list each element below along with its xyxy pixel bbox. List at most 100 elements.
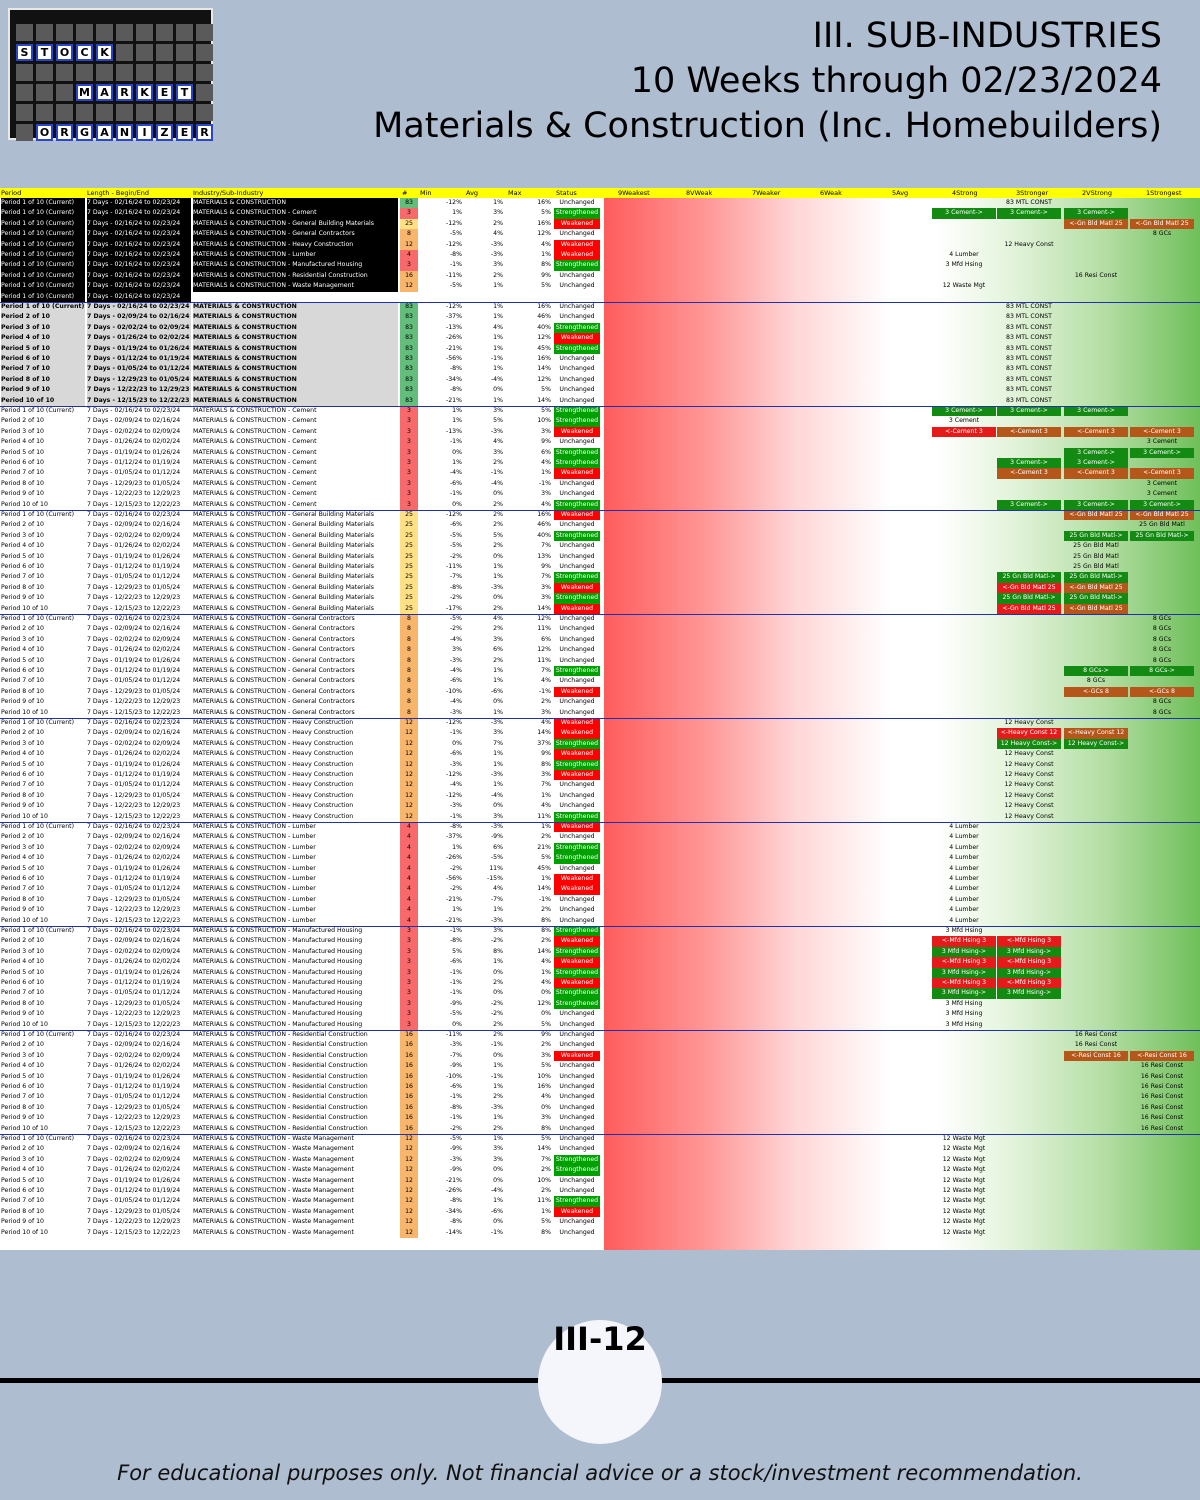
column-header[interactable]: Min: [420, 189, 432, 197]
period-cell: Period 7 of 10: [1, 364, 85, 375]
industry-cell: MATERIALS & CONSTRUCTION - Manufactured …: [193, 927, 363, 934]
status-cell: Unchanged: [559, 1031, 595, 1038]
column-header[interactable]: 6Weak: [820, 189, 842, 197]
logo-tile: [76, 64, 93, 81]
column-header[interactable]: 5Avg: [892, 189, 909, 197]
table-row: Period 8 of 10 7 Days - 12/29/23 to 01/05…: [0, 894, 1200, 906]
column-header[interactable]: 1Strongest: [1146, 189, 1182, 197]
column-header[interactable]: 8VWeak: [686, 189, 713, 197]
strength-tier-tag: 83 MTL CONST: [1006, 344, 1052, 352]
table-row: Period 3 of 10 7 Days - 02/02/24 to 02/09…: [0, 946, 1200, 958]
column-header[interactable]: 4Strong: [952, 189, 978, 197]
industry-cell: MATERIALS & CONSTRUCTION: [193, 343, 398, 354]
status-cell: Unchanged: [559, 791, 595, 799]
length-cell: 7 Days - 02/09/24 to 02/16/24: [87, 1145, 181, 1153]
status-cell: Unchanged: [559, 303, 595, 310]
logo-tile: [56, 104, 73, 121]
column-header[interactable]: Length - Begin/End: [87, 189, 149, 197]
column-header[interactable]: #: [402, 189, 408, 197]
status-cell: Weakened: [554, 603, 600, 614]
period-cell: Period 3 of 10: [1, 322, 85, 334]
length-cell: 7 Days - 01/26/24 to 02/02/24: [87, 646, 181, 654]
industry-cell: MATERIALS & CONSTRUCTION - Residential C…: [193, 1041, 368, 1049]
max-cell: 9%: [541, 1031, 551, 1038]
avg-cell: 3%: [493, 261, 503, 269]
column-header[interactable]: Industry/Sub-Industry: [193, 189, 264, 197]
avg-cell: -3%: [490, 583, 503, 591]
max-cell: 5%: [541, 1135, 551, 1142]
max-cell: 16%: [537, 219, 551, 227]
industry-cell: MATERIALS & CONSTRUCTION - Cement: [193, 407, 317, 414]
column-header[interactable]: 3Stronger: [1016, 189, 1049, 197]
period-cell: Period 2 of 10: [1, 625, 44, 633]
max-cell: 4%: [541, 719, 551, 726]
min-cell: -8%: [449, 823, 462, 830]
max-cell: 13%: [537, 552, 551, 560]
column-header[interactable]: Max: [508, 189, 522, 197]
count-cell: 12: [400, 718, 418, 729]
strength-tier-tag: 8 GCs: [1152, 625, 1172, 633]
period-cell: Period 5 of 10: [1, 656, 44, 664]
strength-tier-tag: 12 Waste Mgt: [942, 1176, 986, 1184]
avg-cell: 3%: [493, 812, 503, 820]
column-header[interactable]: Period: [1, 189, 22, 197]
table-row: Period 1 of 10 (Current) 7 Days - 02/16/2…: [0, 822, 1200, 833]
min-cell: 1%: [452, 459, 462, 466]
column-header[interactable]: 7Weaker: [752, 189, 781, 197]
table-row: Period 4 of 10 7 Days - 01/26/24 to 02/02…: [0, 749, 1200, 760]
length-cell: 7 Days - 01/19/24 to 01/26/24: [87, 760, 181, 768]
min-cell: -21%: [446, 344, 462, 352]
period-cell: Period 10 of 10: [1, 812, 48, 820]
min-cell: 5%: [452, 947, 462, 955]
avg-cell: -4%: [490, 791, 503, 799]
strength-gradient-band: [604, 198, 1200, 1250]
status-cell: Weakened: [554, 957, 600, 968]
strength-tier-tag: 3 Cement->: [1064, 447, 1128, 458]
avg-cell: -3%: [490, 251, 503, 258]
avg-cell: 3%: [493, 635, 503, 643]
table-row: Period 7 of 10 7 Days - 01/05/24 to 01/12…: [0, 364, 1200, 375]
min-cell: -5%: [449, 1135, 462, 1142]
avg-cell: -1%: [490, 469, 503, 477]
column-header[interactable]: Status: [556, 189, 577, 197]
max-cell: 1%: [541, 968, 551, 976]
status-cell: Weakened: [554, 686, 600, 698]
spreadsheet-table: Period Length - Begin/End Industry/Sub-Ind…: [0, 188, 1200, 1250]
avg-cell: 1%: [493, 708, 503, 716]
count-cell: 4: [400, 842, 418, 854]
status-cell: Weakened: [554, 426, 600, 438]
status-cell: Unchanged: [559, 386, 595, 394]
table-row: Period 7 of 10 7 Days - 01/05/24 to 01/12…: [0, 1196, 1200, 1207]
column-header[interactable]: 9Weakest: [618, 189, 650, 197]
strength-tier-tag: 4 Lumber: [949, 885, 979, 893]
status-cell: Unchanged: [559, 677, 595, 685]
column-header[interactable]: Avg: [466, 189, 479, 197]
period-cell: Period 2 of 10: [1, 1145, 44, 1153]
avg-cell: 2%: [493, 271, 503, 279]
strength-tier-tag: 12 Heavy Const: [1004, 760, 1054, 768]
industry-cell: MATERIALS & CONSTRUCTION - Heavy Constru…: [193, 719, 354, 726]
count-cell: 4: [400, 905, 418, 916]
length-cell: 7 Days - 02/16/24 to 02/23/24: [87, 927, 181, 934]
period-cell: Period 1 of 10 (Current): [1, 291, 85, 302]
strength-tier-tag: 8 GCs->: [1130, 666, 1194, 677]
status-cell: Strengthened: [554, 1196, 600, 1207]
min-cell: -4%: [449, 781, 462, 789]
min-cell: -26%: [446, 1187, 462, 1194]
count-cell: 12: [400, 1217, 418, 1228]
strength-tier-tag: 12 Heavy Const->: [1064, 738, 1128, 750]
period-cell: Period 1 of 10 (Current): [1, 198, 85, 209]
count-cell: 3: [400, 978, 418, 989]
min-cell: -5%: [449, 531, 462, 539]
count-cell: 12: [400, 780, 418, 791]
period-cell: Period 8 of 10: [1, 895, 44, 903]
column-header[interactable]: 2VStrong: [1082, 189, 1113, 197]
strength-tier-tag: <-Heavy Const 12: [997, 728, 1061, 739]
avg-cell: 3%: [493, 448, 503, 456]
table-row: Period 5 of 10 7 Days - 01/19/24 to 01/26…: [0, 551, 1200, 562]
strength-tier-tag: 4 Lumber: [949, 843, 979, 851]
avg-cell: 4%: [493, 323, 503, 331]
max-cell: 3%: [541, 427, 551, 435]
title-line-1: III. SUB-INDUSTRIES: [812, 16, 1162, 56]
length-cell: 7 Days - 02/02/24 to 02/09/24: [87, 1155, 181, 1163]
